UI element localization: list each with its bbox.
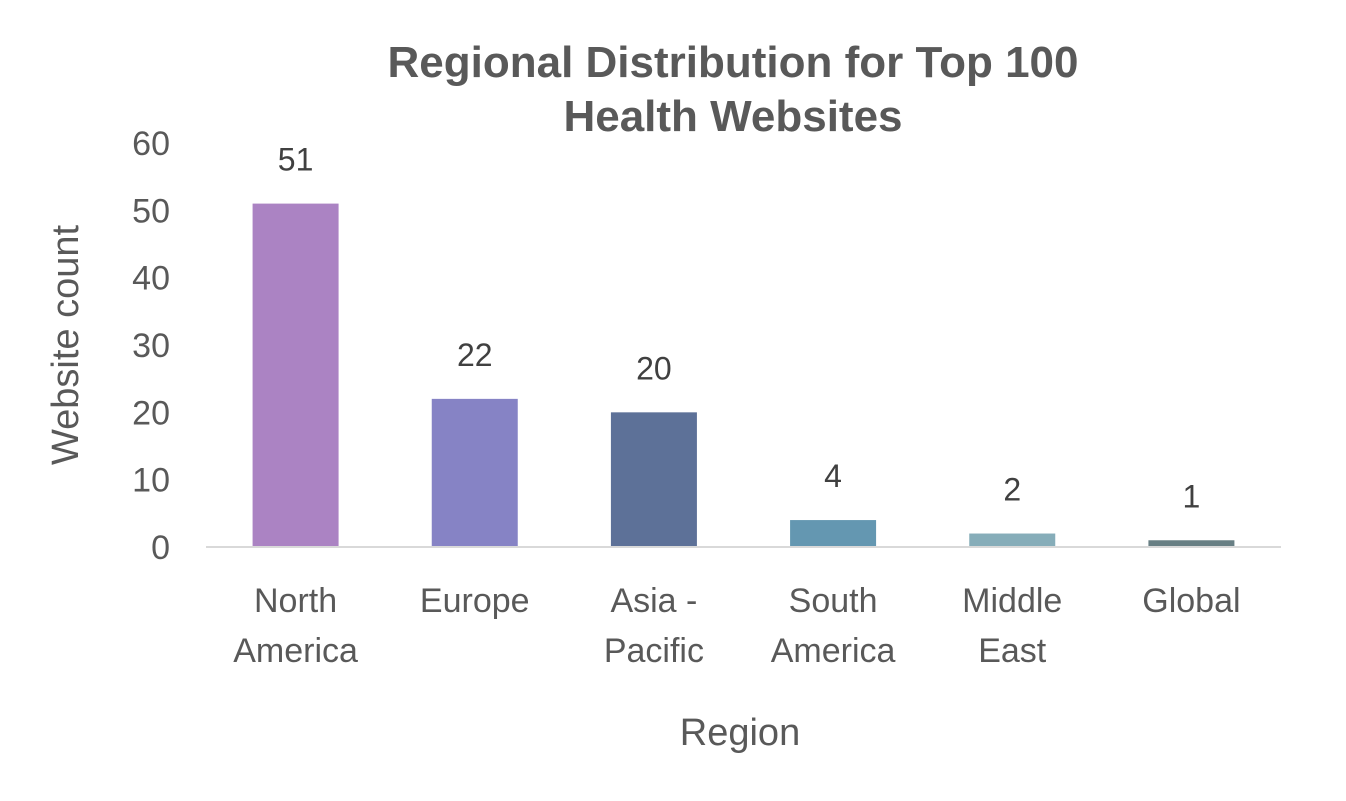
x-tick-label: North America [233,582,358,670]
x-axis-ticks: North America Europe Asia - Pacific South Amer… [233,582,1240,670]
y-axis-ticks: 0 10 20 30 40 50 60 [132,125,170,567]
y-tick-label: 30 [132,327,170,365]
x-tick-label-line: East [978,632,1047,670]
x-tick-label-line: North [254,582,337,620]
data-labels: 51 22 20 4 2 1 [278,142,1201,515]
bar [252,203,339,547]
x-tick-label-line: South [789,582,878,620]
bar [610,412,697,547]
x-tick-label-line: Asia - [610,582,697,620]
y-tick-label: 40 [132,260,170,298]
y-tick-label: 10 [132,462,170,500]
x-tick-label: South America [771,582,896,670]
x-tick-label-line: Pacific [604,632,704,670]
y-tick-label: 20 [132,394,170,432]
x-tick-label-line: America [233,632,358,670]
x-tick-label-line: Middle [962,582,1062,620]
x-tick-label-line: Europe [420,582,530,620]
x-tick-label: Europe [420,582,530,620]
chart-title-line: Health Websites [563,92,902,141]
bar [790,520,877,547]
bar [969,533,1056,547]
y-tick-label: 60 [132,125,170,163]
chart-title: Regional Distribution for Top 100 Health … [388,38,1079,141]
bar [1148,540,1235,547]
data-label: 4 [824,458,842,494]
x-tick-label: Middle East [962,582,1062,670]
chart-title-line: Regional Distribution for Top 100 [388,38,1079,87]
x-axis-title: Region [680,712,800,754]
bar [431,398,518,547]
data-label: 1 [1183,478,1201,514]
bars [252,203,1235,547]
x-tick-label-line: Global [1142,582,1240,620]
x-tick-label: Asia - Pacific [604,582,704,670]
y-axis-title: Website count [45,225,87,466]
x-tick-label-line: America [771,632,896,670]
y-tick-label: 0 [151,529,170,567]
data-label: 51 [278,142,314,178]
data-label: 20 [636,350,672,386]
data-label: 22 [457,337,493,373]
x-tick-label: Global [1142,582,1240,620]
y-tick-label: 50 [132,192,170,230]
data-label: 2 [1003,472,1021,508]
